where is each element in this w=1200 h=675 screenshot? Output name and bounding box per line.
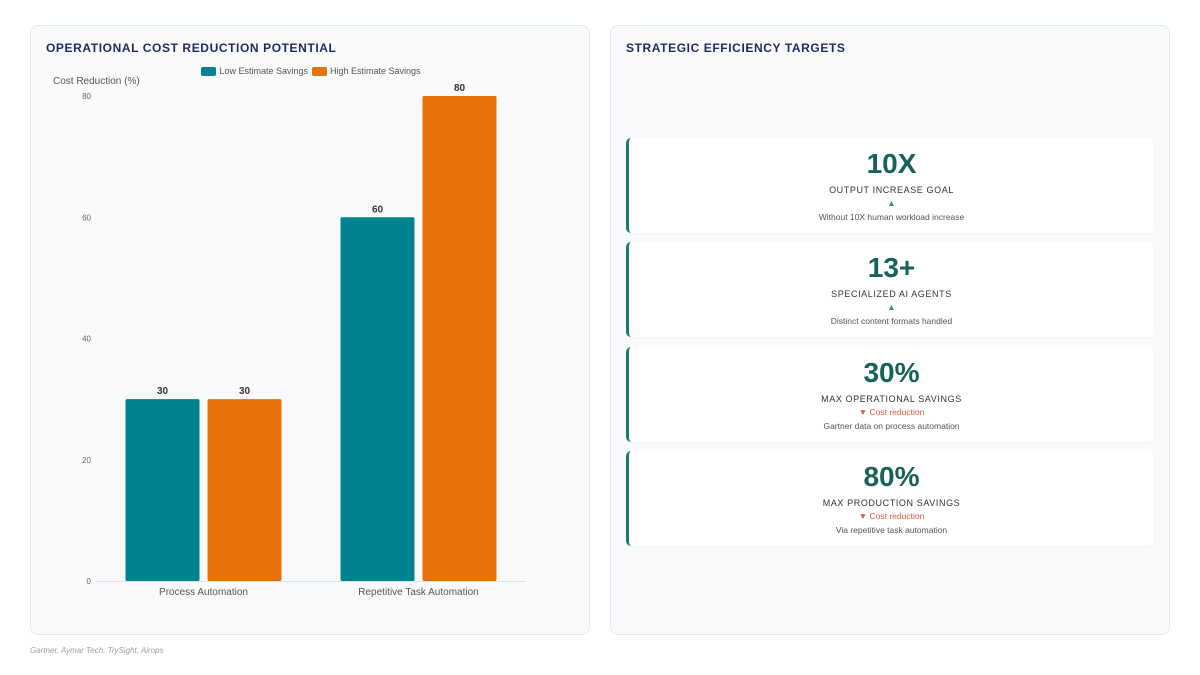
legend-item-high[interactable]: High Estimate Savings — [312, 66, 421, 76]
kpi-description: Distinct content formats handled — [830, 316, 953, 326]
trend-up-icon: ▲ — [887, 302, 896, 312]
kpi-trend: ▲ — [629, 198, 1154, 208]
targets-title: STRATEGIC EFFICIENCY TARGETS — [626, 41, 846, 55]
bar-chart: 0 20 40 60 80 30 30 Process Automation 60 80 Repet… — [82, 83, 526, 598]
kpi-label: MAX PRODUCTION SAVINGS — [822, 498, 961, 508]
y-tick-label: 60 — [82, 213, 91, 222]
chart-title: OPERATIONAL COST REDUCTION POTENTIAL — [46, 41, 337, 55]
data-label: 30 — [239, 386, 251, 397]
kpi-value: 30% — [863, 357, 920, 388]
data-label: 80 — [454, 83, 466, 94]
trend-down-icon: ▼ — [858, 407, 868, 417]
bar — [340, 217, 415, 581]
chart-legend: Low Estimate Savings High Estimate Savin… — [31, 66, 591, 76]
kpi-trend-text: Cost reduction — [869, 407, 925, 417]
kpi-description: Via repetitive task automation — [835, 525, 948, 535]
bar — [422, 96, 497, 581]
kpi-card-output: 10X OUTPUT INCREASE GOAL ▲ Without 10X h… — [626, 138, 1154, 233]
kpi-trend: ▲ — [629, 302, 1154, 312]
y-tick-label: 40 — [82, 335, 91, 344]
kpi-value: 13+ — [867, 252, 916, 283]
kpi-value: 80% — [863, 461, 920, 492]
kpi-value: 10X — [866, 148, 917, 179]
kpi-trend: ▼ Cost reduction — [629, 407, 1154, 417]
y-tick-label: 0 — [87, 577, 92, 586]
kpi-label: OUTPUT INCREASE GOAL — [829, 185, 954, 195]
y-tick-label: 80 — [82, 92, 91, 101]
source-note: Gartner, Aymar Tech, TrySight, Airops — [30, 646, 164, 655]
kpi-card-agents: 13+ SPECIALIZED AI AGENTS ▲ Distinct con… — [626, 242, 1154, 337]
kpi-label: SPECIALIZED AI AGENTS — [831, 289, 952, 299]
cost-reduction-chart-panel: OPERATIONAL COST REDUCTION POTENTIAL Low… — [30, 25, 590, 635]
kpi-trend: ▼ Cost reduction — [629, 511, 1154, 521]
kpi-description: Gartner data on process automation — [823, 421, 960, 431]
legend-item-low[interactable]: Low Estimate Savings — [201, 66, 308, 76]
kpi-card-operational-savings: 30% MAX OPERATIONAL SAVINGS ▼ Cost reduc… — [626, 347, 1154, 442]
kpi-description: Without 10X human workload increase — [818, 212, 965, 222]
y-tick-label: 20 — [82, 456, 91, 465]
kpi-label: MAX OPERATIONAL SAVINGS — [821, 394, 962, 404]
bar — [125, 399, 200, 581]
legend-swatch-low — [201, 66, 217, 76]
data-label: 30 — [157, 386, 169, 397]
x-tick-label: Repetitive Task Automation — [358, 587, 478, 598]
x-tick-label: Process Automation — [159, 587, 248, 598]
legend-swatch-high — [312, 66, 327, 76]
kpi-card-production-savings: 80% MAX PRODUCTION SAVINGS ▼ Cost reduct… — [626, 451, 1154, 546]
y-axis-title: Cost Reduction (%) — [53, 76, 140, 87]
trend-down-icon: ▼ — [858, 511, 868, 521]
efficiency-targets-panel: STRATEGIC EFFICIENCY TARGETS 10X OUTPUT … — [610, 25, 1170, 635]
legend-label-high: High Estimate Savings — [330, 66, 421, 76]
trend-up-icon: ▲ — [887, 198, 896, 208]
legend-label-low: Low Estimate Savings — [219, 66, 308, 76]
data-label: 60 — [372, 204, 384, 215]
bar — [207, 399, 282, 581]
kpi-trend-text: Cost reduction — [869, 511, 925, 521]
